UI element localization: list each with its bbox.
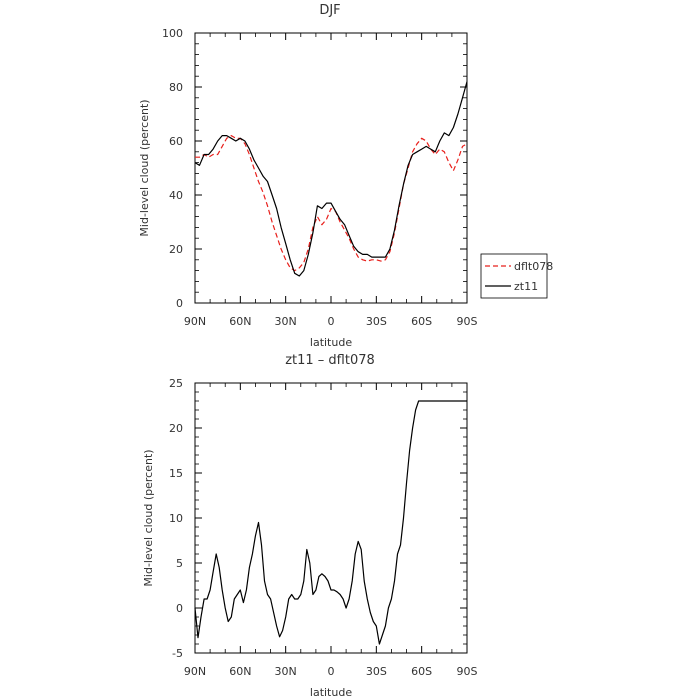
legend-label-zt11: zt11 bbox=[514, 280, 538, 293]
top-x-tick-label: 60S bbox=[411, 315, 432, 328]
bottom-ticks: 90N 60N 30N 0 30S 60S 90S -5 0 5 10 15 20 25 bbox=[169, 377, 478, 678]
bottom-x-tick-label: 0 bbox=[328, 665, 335, 678]
bottom-x-tick-label: 30N bbox=[275, 665, 297, 678]
bottom-panel-title: zt11 – dflt078 bbox=[285, 353, 375, 368]
bottom-x-axis-label: latitude bbox=[310, 686, 352, 699]
top-x-tick-label: 30S bbox=[366, 315, 387, 328]
bottom-y-tick-label: 10 bbox=[169, 512, 183, 525]
bottom-y-tick-label: -5 bbox=[172, 647, 183, 660]
bottom-y-tick-label: 15 bbox=[169, 467, 183, 480]
top-y-tick-label: 60 bbox=[169, 135, 183, 148]
top-ticks: 90N 60N 30N 0 30S 60S 90S 0 20 40 60 80 100 bbox=[162, 27, 478, 328]
bottom-x-tick-label: 30S bbox=[366, 665, 387, 678]
bottom-y-tick-label: 20 bbox=[169, 422, 183, 435]
bottom-x-tick-label: 90S bbox=[457, 665, 478, 678]
top-x-tick-label: 60N bbox=[229, 315, 251, 328]
bottom-y-axis-label: Mid-level cloud (percent) bbox=[142, 449, 155, 586]
bottom-y-tick-label: 5 bbox=[176, 557, 183, 570]
bottom-x-tick-label: 60S bbox=[411, 665, 432, 678]
bottom-plot-frame bbox=[194, 382, 468, 654]
top-x-tick-label: 90S bbox=[457, 315, 478, 328]
top-y-tick-label: 100 bbox=[162, 27, 183, 40]
top-y-tick-label: 80 bbox=[169, 81, 183, 94]
top-series bbox=[194, 81, 468, 277]
top-series-line-zt11 bbox=[194, 81, 468, 277]
top-x-tick-label: 90N bbox=[184, 315, 206, 328]
bottom-series-line-series-0 bbox=[194, 400, 467, 645]
top-x-tick-label: 0 bbox=[328, 315, 335, 328]
top-y-axis-label: Mid-level cloud (percent) bbox=[138, 99, 151, 236]
bottom-series bbox=[194, 400, 467, 645]
top-x-tick-label: 30N bbox=[275, 315, 297, 328]
top-x-axis-label: latitude bbox=[310, 336, 352, 349]
bottom-y-tick-label: 25 bbox=[169, 377, 183, 390]
legend-label-dflt078: dflt078 bbox=[514, 260, 553, 273]
bottom-x-tick-label: 90N bbox=[184, 665, 206, 678]
bottom-panel: zt11 – dflt078 90N 60N 30N 0 30S 60S 90S -5 0 5 10… bbox=[142, 353, 478, 699]
legend-box bbox=[480, 253, 548, 299]
top-plot-frame bbox=[194, 32, 468, 304]
top-panel: DJF 90N 60N 30N 0 30S 60S 90S 0 20 40 60 80 100 lati… bbox=[138, 3, 478, 349]
top-panel-title: DJF bbox=[319, 3, 340, 18]
top-y-tick-label: 40 bbox=[169, 189, 183, 202]
bottom-y-tick-label: 0 bbox=[176, 602, 183, 615]
top-y-tick-label: 20 bbox=[169, 243, 183, 256]
legend: dflt078 zt11 bbox=[480, 253, 553, 299]
bottom-x-tick-label: 60N bbox=[229, 665, 251, 678]
top-y-tick-label: 0 bbox=[176, 297, 183, 310]
